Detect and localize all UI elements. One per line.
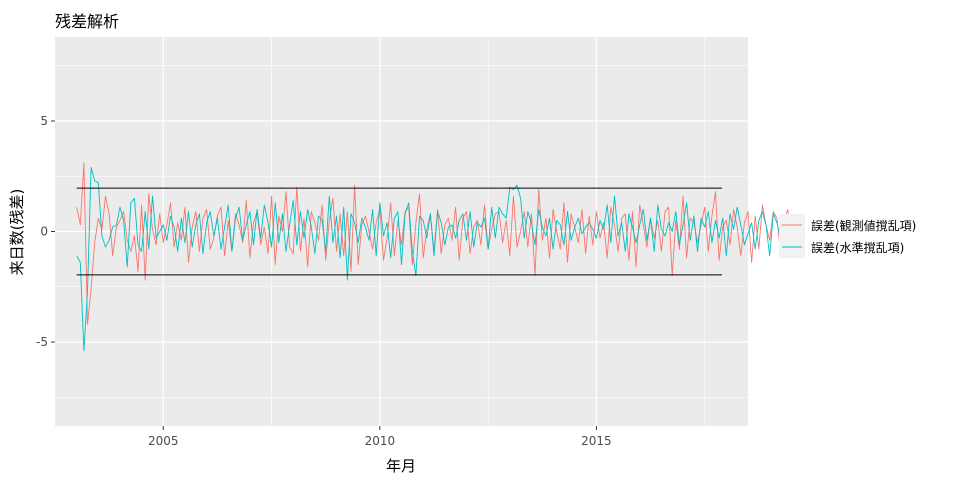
x-tick-label: 2015	[581, 434, 612, 448]
y-tick-label: -5	[36, 335, 48, 349]
reference-lines	[76, 187, 723, 276]
major-gridlines	[55, 37, 748, 426]
chart-title: 残差解析	[55, 12, 119, 31]
y-tick-label: 5	[40, 114, 48, 128]
series-lines	[76, 162, 799, 352]
legend: 誤差(観測値撹乱項) 誤差(水準撹乱項)	[779, 214, 916, 258]
x-tick-label: 2005	[148, 434, 179, 448]
legend-label: 誤差(水準撹乱項)	[811, 240, 904, 255]
legend-label: 誤差(観測値撹乱項)	[811, 218, 916, 233]
y-axis-title: 来日数(残差)	[8, 189, 26, 276]
x-tick-label: 2010	[365, 434, 396, 448]
x-axis-title: 年月	[386, 457, 416, 475]
x-axis: 2005 2010 2015	[148, 426, 612, 448]
y-tick-label: 0	[40, 225, 48, 239]
y-axis: -5 0 5	[36, 114, 55, 349]
series-line-1	[76, 166, 799, 352]
